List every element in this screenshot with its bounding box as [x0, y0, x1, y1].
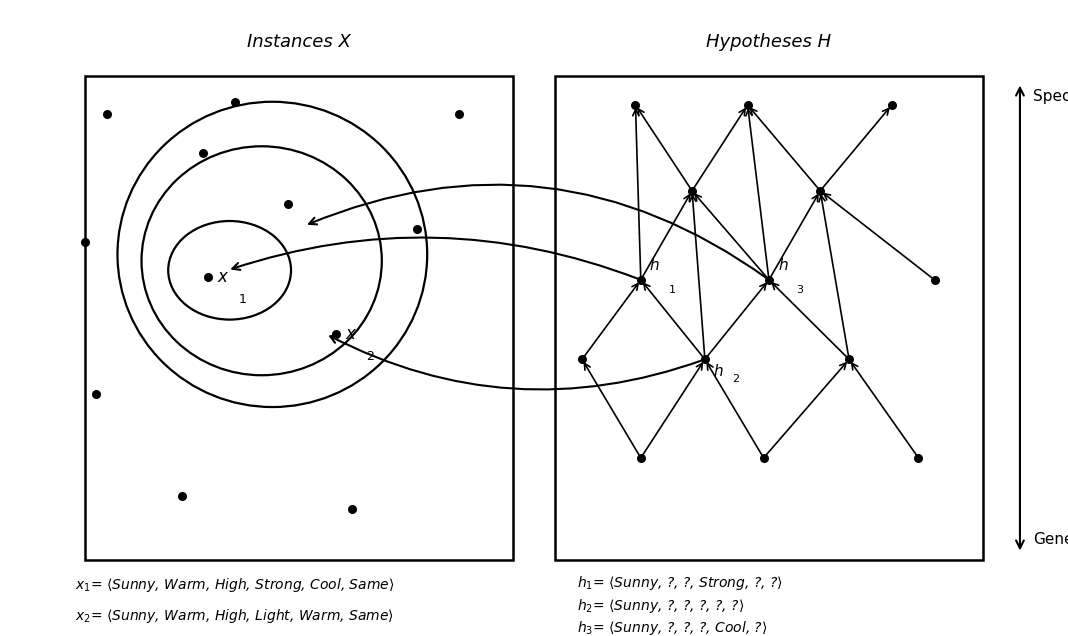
Text: $h$: $h$ [778, 258, 788, 273]
Text: $x$: $x$ [345, 325, 358, 343]
Bar [555, 76, 983, 560]
Text: $h_1$= $\langle$Sunny, ?, ?, Strong, ?, ?$\rangle$: $h_1$= $\langle$Sunny, ?, ?, Strong, ?, … [577, 574, 783, 591]
Text: $2$: $2$ [366, 350, 375, 363]
Text: Hypotheses H: Hypotheses H [706, 33, 832, 51]
Text: $3$: $3$ [796, 283, 804, 295]
Text: $x$: $x$ [217, 268, 230, 286]
Bar [85, 76, 513, 560]
Text: $x_2$= $\langle$Sunny, Warm, High, Light, Warm, Same$\rangle$: $x_2$= $\langle$Sunny, Warm, High, Light… [75, 607, 394, 625]
Text: $h_3$= $\langle$Sunny, ?, ?, ?, Cool, ?$\rangle$: $h_3$= $\langle$Sunny, ?, ?, ?, Cool, ?$… [577, 619, 767, 636]
Text: $h$: $h$ [649, 258, 660, 273]
Text: $1$: $1$ [238, 293, 247, 305]
Text: $x_1$= $\langle$Sunny, Warm, High, Strong, Cool, Same$\rangle$: $x_1$= $\langle$Sunny, Warm, High, Stron… [75, 576, 394, 593]
Text: $1$: $1$ [668, 283, 675, 295]
Text: $h_2$= $\langle$Sunny, ?, ?, ?, ?, ?$\rangle$: $h_2$= $\langle$Sunny, ?, ?, ?, ?, ?$\ra… [577, 597, 744, 614]
Text: Instances X: Instances X [247, 33, 351, 51]
Text: General: General [1033, 532, 1068, 547]
Text: Specific: Specific [1033, 89, 1068, 104]
Text: $h$: $h$ [713, 363, 724, 378]
Text: $2$: $2$ [732, 372, 739, 384]
